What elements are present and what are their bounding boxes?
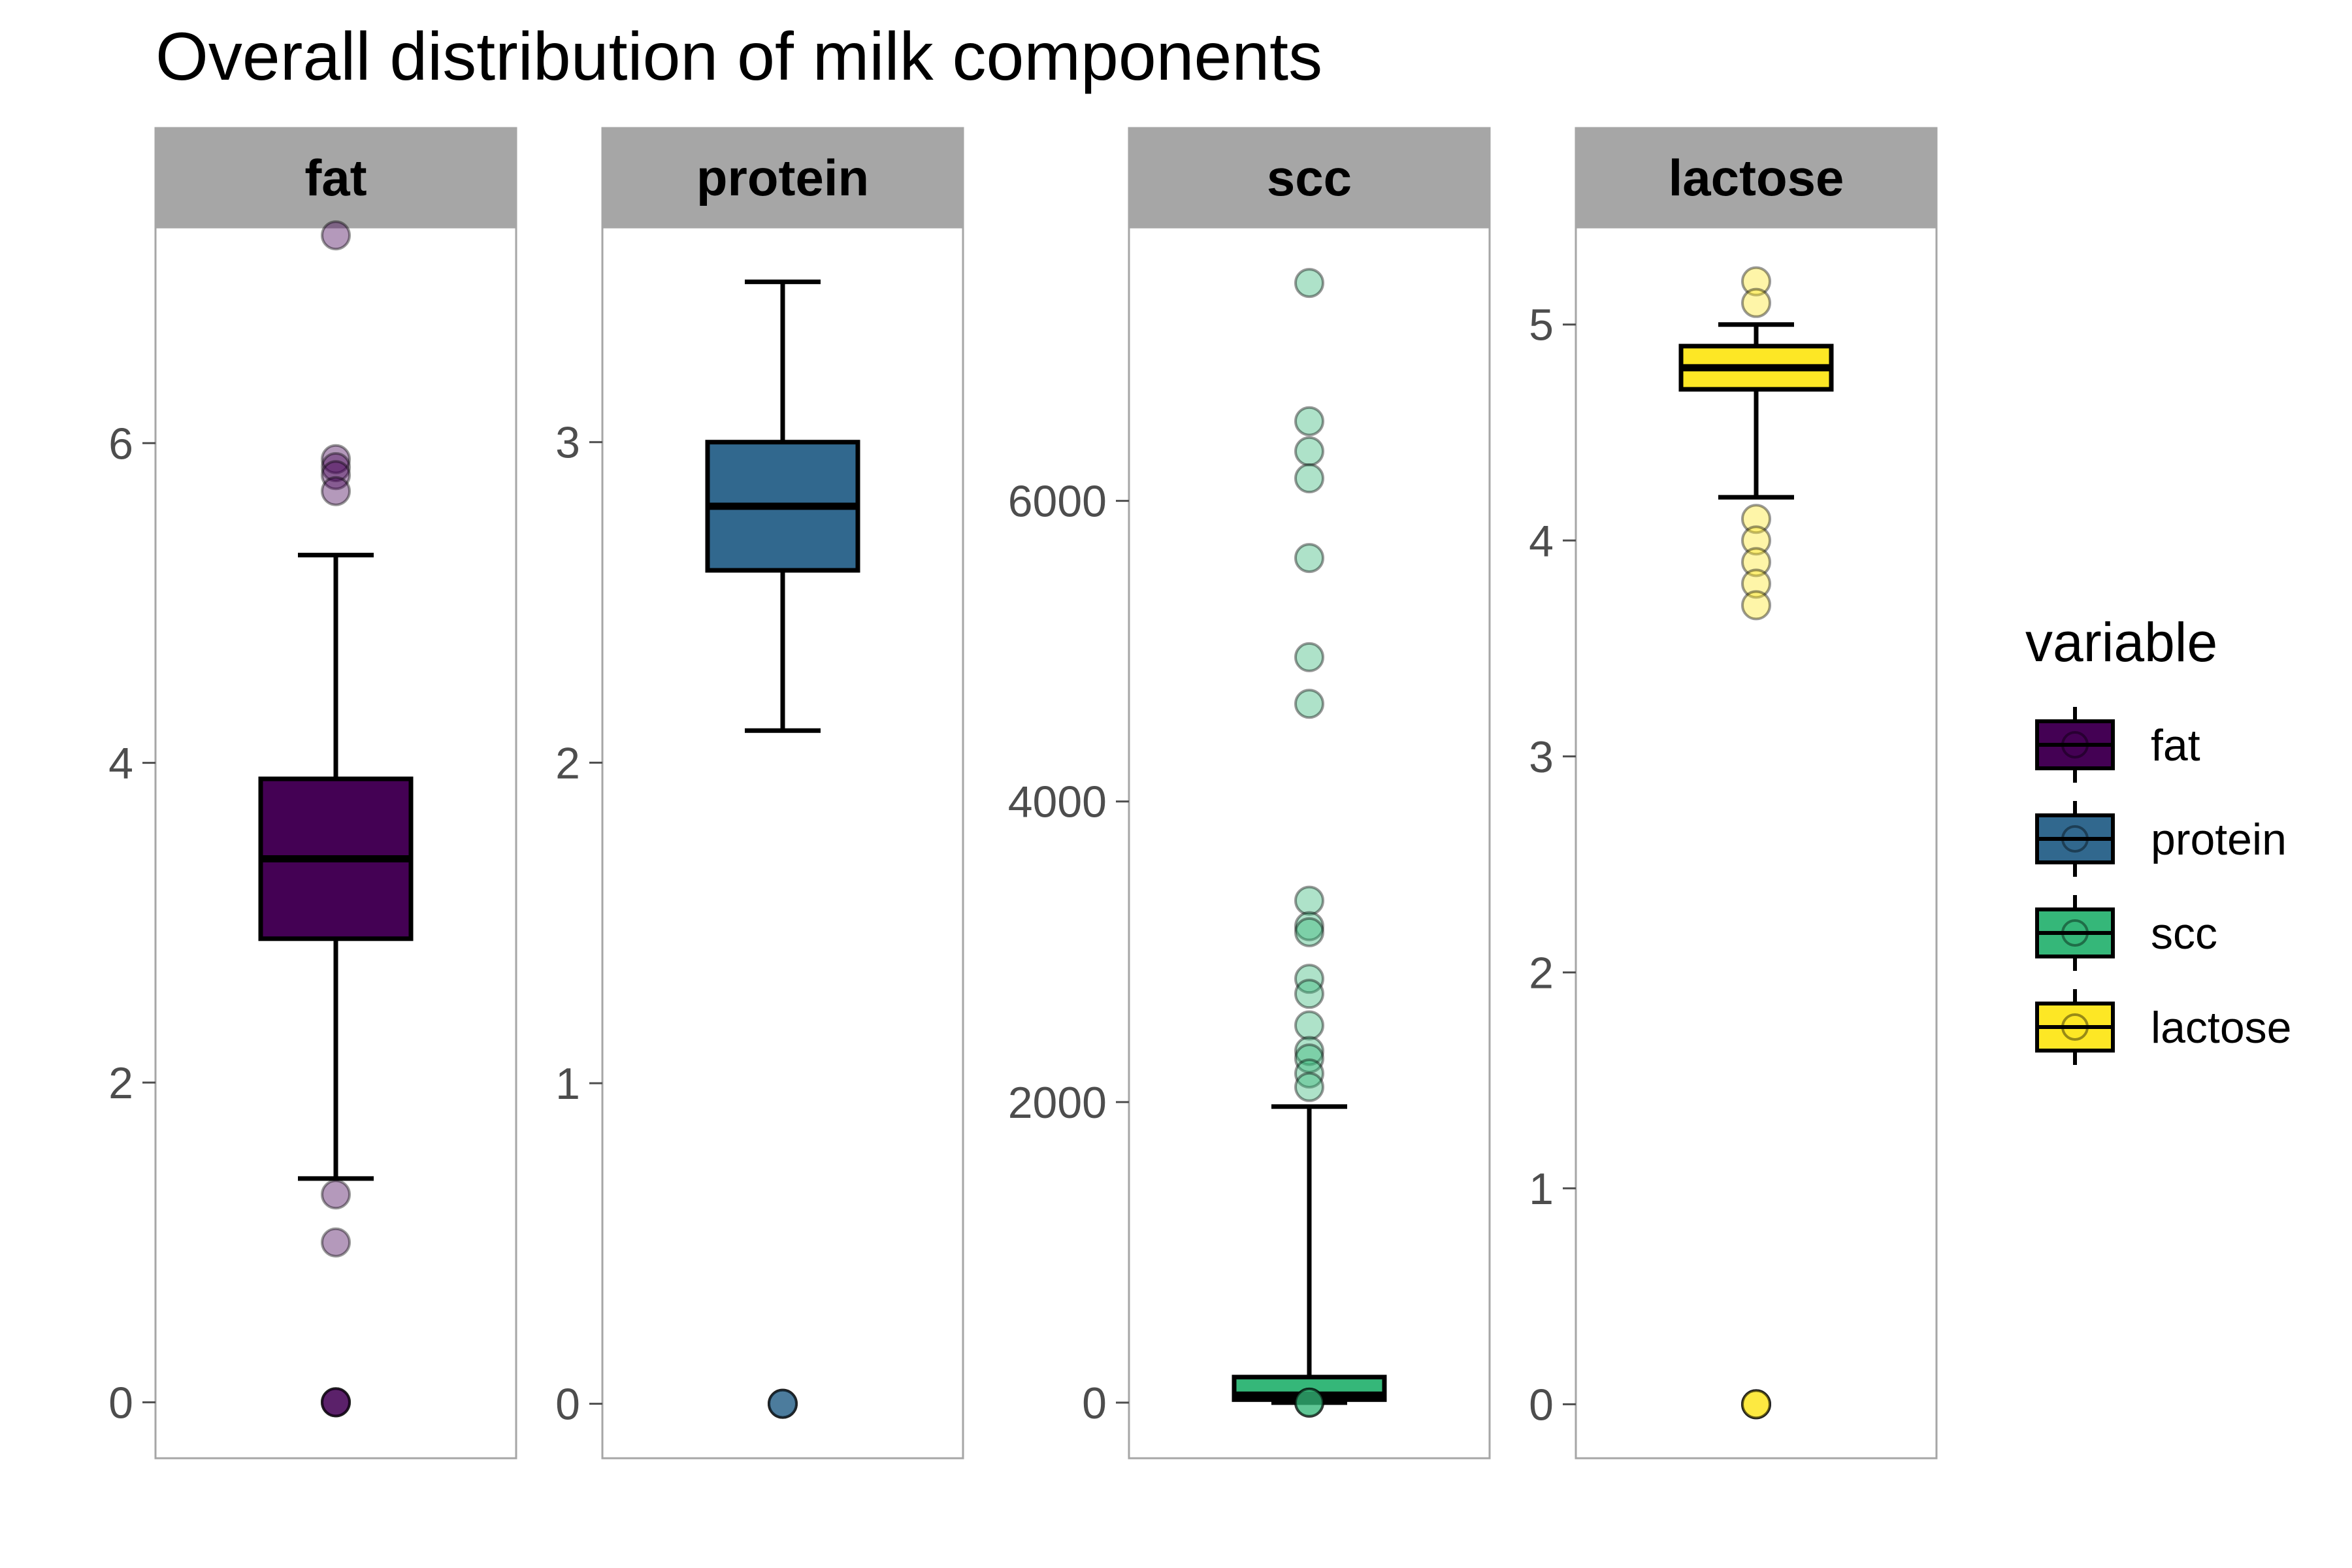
- outlier-point-scc: [1294, 1387, 1324, 1418]
- legend-label-fat: fat: [2151, 721, 2200, 770]
- outlier-point-lactose: [1741, 1389, 1771, 1420]
- y-tick-label-scc: 2000: [1008, 1078, 1107, 1128]
- outlier-point-scc: [1294, 1058, 1324, 1089]
- outlier-point-lactose: [1741, 287, 1771, 318]
- outlier-point-scc: [1294, 642, 1324, 672]
- panel-fat: fat 0 2 4 6: [108, 127, 517, 1460]
- strip-label-fat: fat: [304, 149, 367, 206]
- strip-protein: [601, 127, 964, 229]
- outlier-point-scc: [1294, 689, 1324, 719]
- y-tick-label-fat: 0: [108, 1378, 133, 1428]
- outlier-point-scc: [1294, 979, 1324, 1009]
- strip-label-scc: scc: [1267, 149, 1352, 206]
- chart-title: Overall distribution of milk components: [155, 19, 1322, 95]
- strip-scc: [1128, 127, 1491, 229]
- outlier-point-scc: [1294, 1387, 1324, 1418]
- panel-lactose: lactose 0 1 2 3 4 5: [1529, 127, 1938, 1460]
- panel-border-lactose: [1575, 226, 1938, 1460]
- legend-item-fat: fat: [2035, 707, 2200, 783]
- outlier-point-protein: [768, 1388, 798, 1419]
- y-tick-label-fat: 2: [108, 1058, 133, 1108]
- outlier-point-fat: [321, 1387, 351, 1418]
- outlier-point-scc: [1294, 436, 1324, 466]
- legend-label-protein: protein: [2151, 815, 2287, 864]
- outlier-point-scc: [1294, 964, 1324, 994]
- outlier-point-scc: [1294, 268, 1324, 299]
- outlier-point-fat: [321, 1227, 351, 1258]
- outlier-point-lactose: [1741, 590, 1771, 621]
- outlier-point-scc: [1294, 885, 1324, 916]
- y-tick-label-lactose: 0: [1529, 1380, 1554, 1429]
- outlier-point-scc: [1294, 463, 1324, 494]
- legend-key-point-fat: [2061, 731, 2089, 759]
- outlier-point-protein: [768, 1388, 798, 1419]
- y-tick-label-fat: 6: [108, 419, 133, 468]
- legend-label-scc: scc: [2151, 909, 2217, 958]
- strip-lactose: [1575, 127, 1938, 229]
- outlier-point-fat: [321, 460, 351, 491]
- legend-title: variable: [2025, 612, 2217, 673]
- outlier-point-scc: [1294, 1071, 1324, 1102]
- panel-border-scc: [1128, 226, 1491, 1460]
- facet-panels: fat 0 2 4 6 protein 0 1 2 3 scc 0 2000 4000 6000 lactos…: [108, 127, 1938, 1460]
- outlier-point-protein: [768, 1388, 798, 1419]
- outlier-point-lactose: [1741, 1389, 1771, 1420]
- y-tick-label-protein: 0: [555, 1380, 580, 1429]
- outlier-point-fat: [321, 452, 351, 483]
- strip-label-protein: protein: [696, 149, 869, 206]
- outlier-point-lactose: [1741, 568, 1771, 599]
- outlier-point-lactose: [1741, 266, 1771, 297]
- y-tick-label-lactose: 1: [1529, 1164, 1554, 1214]
- outlier-point-lactose: [1741, 1389, 1771, 1420]
- legend-item-lactose: lactose: [2035, 989, 2291, 1065]
- legend-item-scc: scc: [2035, 895, 2217, 971]
- outlier-point-scc: [1294, 917, 1324, 947]
- outlier-point-scc: [1294, 406, 1324, 436]
- strip-label-lactose: lactose: [1669, 149, 1844, 206]
- outlier-point-scc: [1294, 1043, 1324, 1074]
- outlier-point-scc: [1294, 1036, 1324, 1066]
- panel-border-fat: [154, 226, 517, 1460]
- y-tick-label-scc: 4000: [1008, 777, 1107, 827]
- y-tick-label-lactose: 3: [1529, 732, 1554, 782]
- outlier-point-scc: [1294, 911, 1324, 941]
- outlier-point-protein: [768, 1388, 798, 1419]
- outlier-point-fat: [321, 1387, 351, 1418]
- outlier-point-scc: [1294, 1387, 1324, 1418]
- y-tick-label-lactose: 4: [1529, 516, 1554, 566]
- outlier-point-scc: [1294, 543, 1324, 574]
- outlier-point-lactose: [1741, 547, 1771, 578]
- y-tick-label-lactose: 5: [1529, 301, 1554, 350]
- outlier-point-fat: [321, 444, 351, 474]
- legend-item-protein: protein: [2035, 801, 2287, 877]
- y-tick-label-fat: 4: [108, 739, 133, 789]
- y-tick-label-protein: 3: [555, 418, 580, 468]
- panel-protein: protein 0 1 2 3: [555, 127, 964, 1460]
- legend-label-lactose: lactose: [2151, 1003, 2291, 1053]
- outlier-point-scc: [1294, 1010, 1324, 1041]
- outlier-point-fat: [321, 220, 351, 251]
- panel-border-protein: [601, 226, 964, 1460]
- legend-key-point-lactose: [2061, 1013, 2089, 1041]
- y-tick-label-lactose: 2: [1529, 948, 1554, 998]
- outlier-point-fat: [321, 1179, 351, 1210]
- legend-key-point-scc: [2061, 919, 2089, 947]
- strip-fat: [154, 127, 517, 229]
- outlier-point-lactose: [1741, 504, 1771, 534]
- outlier-point-fat: [321, 476, 351, 506]
- outlier-point-lactose: [1741, 1389, 1771, 1420]
- panel-scc: scc 0 2000 4000 6000: [1008, 127, 1491, 1460]
- y-tick-label-scc: 6000: [1008, 477, 1107, 527]
- outlier-point-fat: [321, 1387, 351, 1418]
- y-tick-label-scc: 0: [1082, 1379, 1107, 1428]
- outlier-point-fat: [321, 1387, 351, 1418]
- outlier-point-lactose: [1741, 525, 1771, 556]
- legend-key-point-protein: [2061, 825, 2089, 853]
- y-tick-label-protein: 2: [555, 738, 580, 788]
- legend: variable fat protein scc lactose: [2025, 612, 2291, 1065]
- y-tick-label-protein: 1: [555, 1059, 580, 1109]
